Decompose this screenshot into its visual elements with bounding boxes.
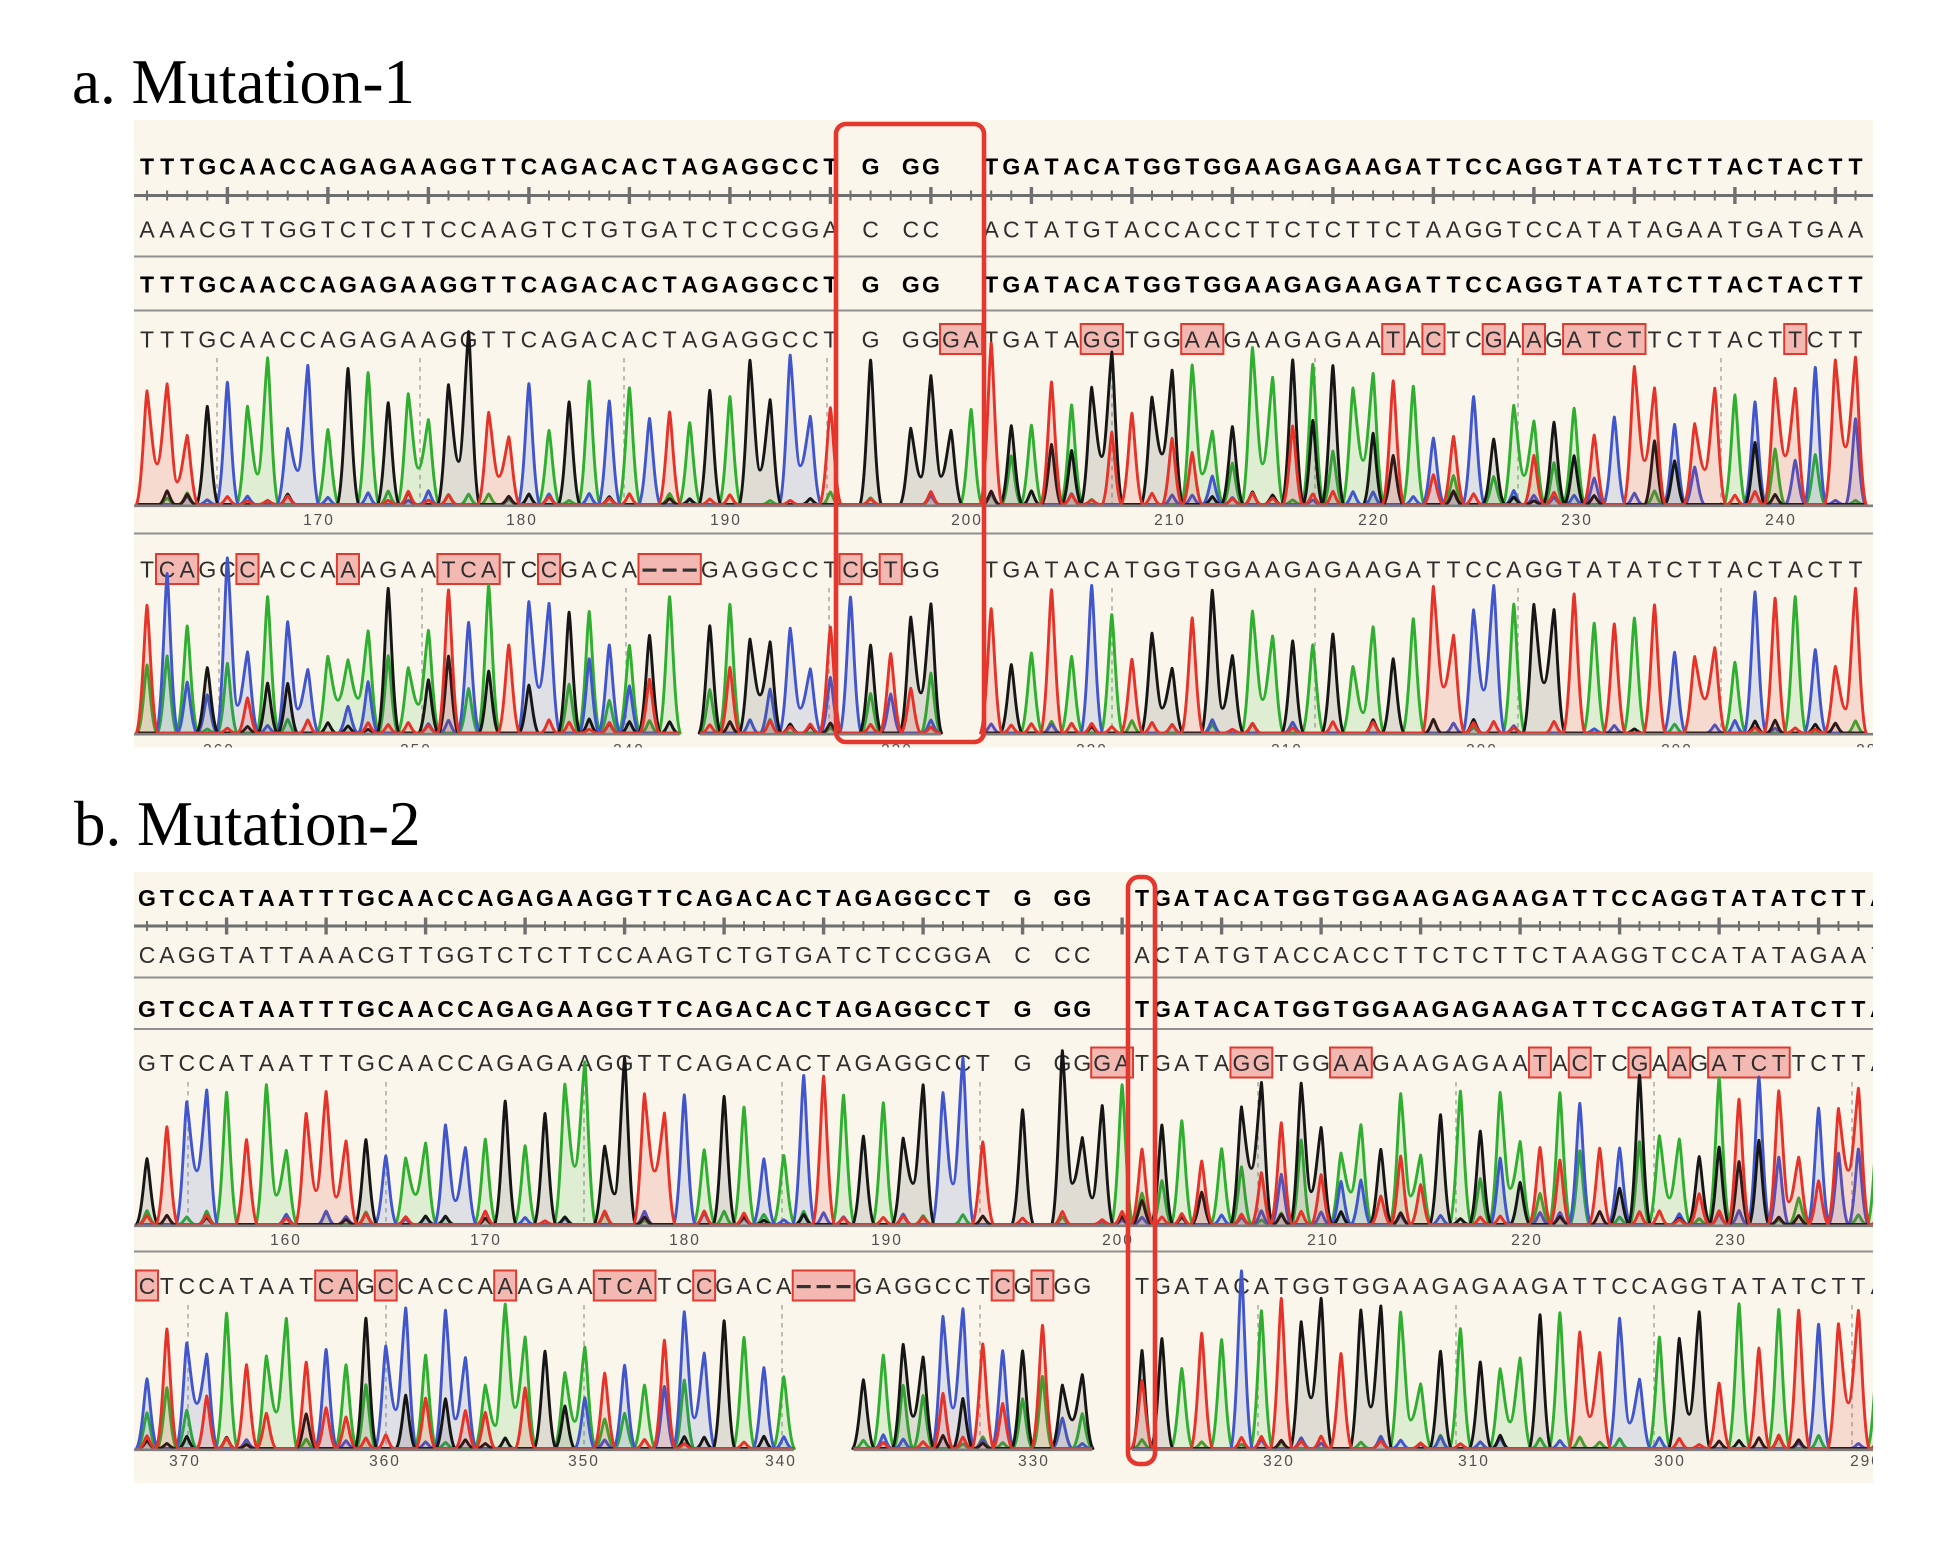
svg-text:340: 340 xyxy=(613,742,645,759)
svg-text:340: 340 xyxy=(765,1453,797,1470)
svg-text:370: 370 xyxy=(169,1453,201,1470)
svg-text:190: 190 xyxy=(871,1232,903,1249)
svg-text:290: 290 xyxy=(1661,742,1693,759)
svg-text:170: 170 xyxy=(303,512,335,529)
svg-text:200: 200 xyxy=(951,512,983,529)
svg-text:160: 160 xyxy=(270,1232,302,1249)
svg-text:GTCCATAATTTGCAACCAGAGAAGGTTCAG: GTCCATAATTTGCAACCAGAGAAGGTTCAGACACTAGAGG… xyxy=(138,885,1887,911)
svg-text:230: 230 xyxy=(1715,1232,1747,1249)
svg-text:GTCCATAATTTGCAACCAGAGAAGGTTCAG: GTCCATAATTTGCAACCAGAGAAGGTTCAGACACTAGAGG… xyxy=(138,996,1887,1022)
svg-text:300: 300 xyxy=(1654,1453,1686,1470)
svg-text:330: 330 xyxy=(881,742,913,759)
svg-text:210: 210 xyxy=(1307,1232,1339,1249)
svg-text:310: 310 xyxy=(1458,1453,1490,1470)
svg-text:210: 210 xyxy=(1154,512,1186,529)
svg-text:360: 360 xyxy=(203,742,235,759)
svg-text:b. Mutation-2: b. Mutation-2 xyxy=(74,789,420,859)
svg-text:240: 240 xyxy=(1765,512,1797,529)
svg-text:290: 290 xyxy=(1850,1453,1882,1470)
svg-text:320: 320 xyxy=(1076,742,1108,759)
svg-text:170: 170 xyxy=(470,1232,502,1249)
svg-text:350: 350 xyxy=(400,742,432,759)
svg-text:180: 180 xyxy=(506,512,538,529)
svg-text:310: 310 xyxy=(1271,742,1303,759)
svg-text:330: 330 xyxy=(1018,1453,1050,1470)
svg-text:360: 360 xyxy=(369,1453,401,1470)
svg-text:a. Mutation-1: a. Mutation-1 xyxy=(72,47,415,117)
svg-text:220: 220 xyxy=(1358,512,1390,529)
svg-text:300: 300 xyxy=(1466,742,1498,759)
svg-text:200: 200 xyxy=(1102,1232,1134,1249)
svg-text:220: 220 xyxy=(1511,1232,1543,1249)
svg-text:180: 180 xyxy=(669,1232,701,1249)
svg-text:CTCCATAATCAGCCACCAAAGAATCATCCG: CTCCATAATCAGCCACCAAAGAATCATCCGACA GAGGCC… xyxy=(139,1273,1887,1299)
svg-text:190: 190 xyxy=(710,512,742,529)
svg-text:GTCCATAATTTGCAACCAGAGAAGGTTCAG: GTCCATAATTTGCAACCAGAGAAGGTTCAGACACTAGAGG… xyxy=(138,1050,1887,1076)
svg-text:350: 350 xyxy=(568,1453,600,1470)
svg-text:230: 230 xyxy=(1561,512,1593,529)
svg-text:320: 320 xyxy=(1263,1453,1295,1470)
svg-text:280: 280 xyxy=(1856,742,1888,759)
